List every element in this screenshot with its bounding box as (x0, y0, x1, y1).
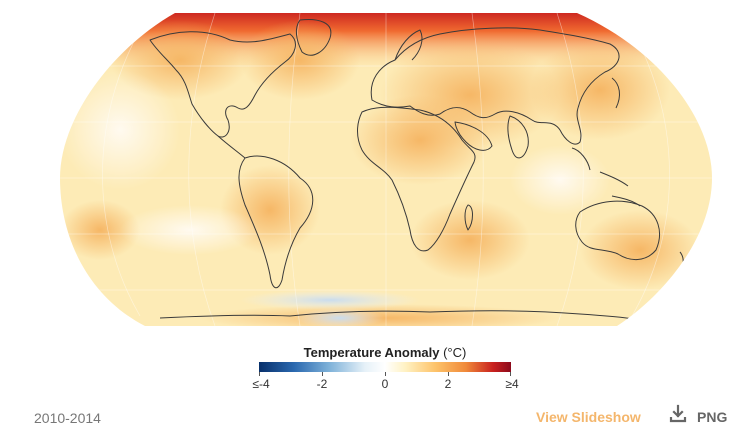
legend-tick-label: -2 (316, 377, 328, 391)
legend-tick-label: 0 (381, 377, 389, 391)
legend-unit: (°C) (443, 345, 467, 360)
anomaly-field (60, 13, 712, 326)
legend-tick-4 (448, 372, 449, 376)
legend-tick-label: 2 (444, 377, 452, 391)
legend-title-text: Temperature Anomaly (303, 345, 440, 360)
period-label: 2010-2014 (34, 410, 101, 426)
temperature-anomaly-map (60, 13, 712, 326)
coastlines (149, 19, 684, 321)
view-slideshow-link[interactable]: View Slideshow (536, 409, 641, 425)
map-svg (60, 13, 712, 326)
legend-title: Temperature Anomaly (°C) (240, 344, 530, 361)
legend-tick-3 (385, 372, 386, 376)
legend-color-bar (259, 362, 511, 372)
legend-tick-5 (510, 372, 511, 376)
graticule (60, 13, 712, 326)
legend-tick-1 (259, 372, 260, 376)
legend-tick-2 (322, 372, 323, 376)
download-png-button[interactable]: PNG (697, 409, 728, 425)
legend-tick-label: ≥4 (505, 377, 519, 391)
download-icon[interactable] (668, 404, 688, 424)
legend: Temperature Anomaly (°C) ≤-4 -2 0 2 ≥4 (240, 344, 530, 391)
legend-tick-label: ≤-4 (252, 377, 270, 391)
